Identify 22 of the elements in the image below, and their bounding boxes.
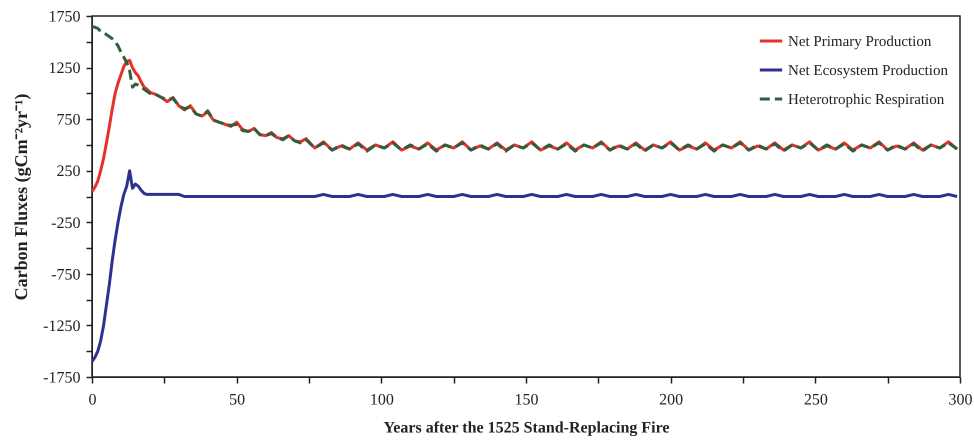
x-tick-label: 300	[948, 392, 972, 408]
x-axis-title: Years after the 1525 Stand-Replacing Fire	[383, 420, 670, 436]
y-tick-label: -750	[51, 266, 80, 284]
x-tick-label: 150	[514, 392, 538, 408]
y-tick-label: 1250	[48, 60, 80, 78]
x-tick-label: 0	[88, 392, 96, 408]
y-tick-label: -1750	[43, 370, 80, 386]
y-tick-label: 750	[56, 112, 80, 129]
x-tick-label: 100	[370, 392, 394, 408]
y-tick-label: 250	[56, 163, 80, 180]
x-tick-label: 200	[659, 392, 684, 408]
y-tick-label: -250	[51, 214, 80, 232]
y-tick-label: 1750	[48, 8, 80, 26]
legend-label: Net Primary Production	[788, 34, 932, 50]
y-tick-label: -1250	[43, 318, 80, 335]
legend-label: Net Ecosystem Production	[788, 63, 948, 79]
y-axis-title: Carbon Fluxes (gCm⁻²yr⁻¹)	[11, 94, 32, 300]
legend-label: Heterotrophic Respiration	[788, 92, 945, 108]
line-series	[92, 24, 959, 153]
x-tick-label: 50	[229, 392, 246, 408]
line-series	[92, 169, 959, 364]
x-tick-label: 250	[804, 392, 828, 408]
